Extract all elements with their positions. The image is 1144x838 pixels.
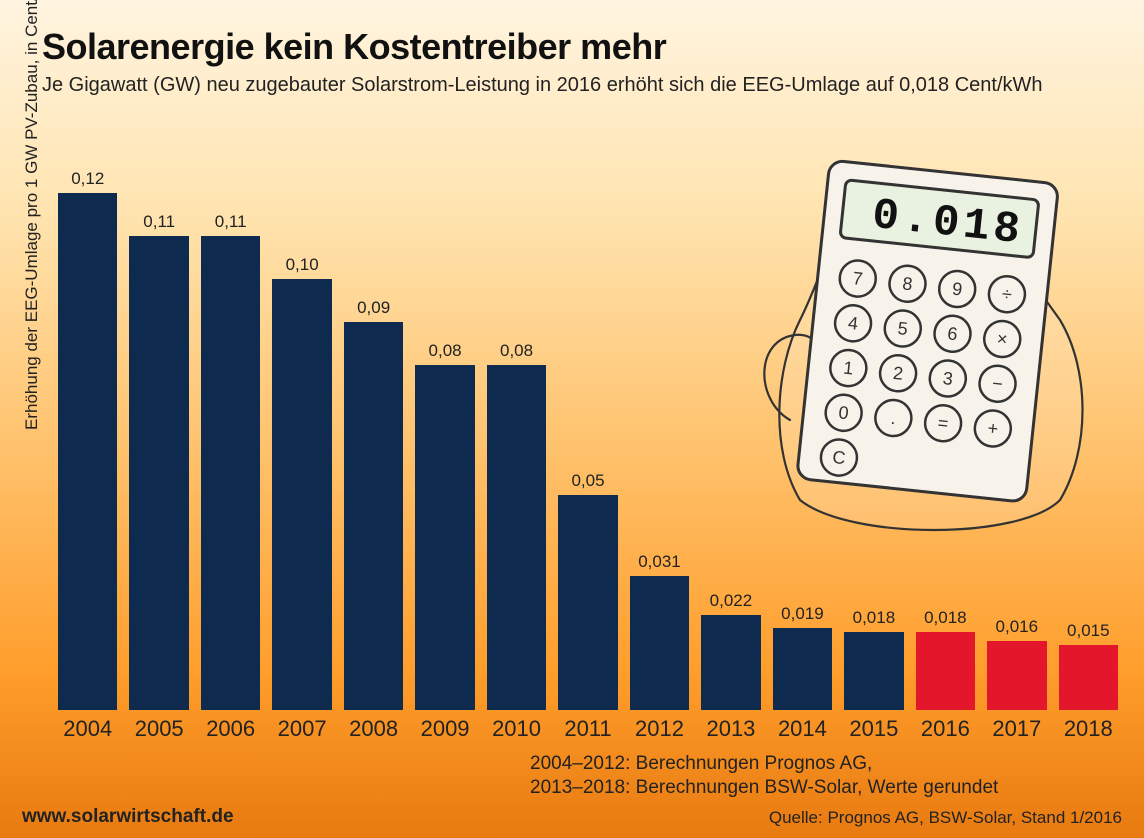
- bar-2012: 0,031: [630, 150, 689, 710]
- x-tick-label: 2004: [58, 716, 117, 742]
- infographic-canvas: Solarenergie kein Kostentreiber mehr Je …: [0, 0, 1144, 838]
- bar-rect: [487, 365, 546, 710]
- bar-chart: 0,12 0,11 0,11 0,10 0,09 0,08 0,08 0,05 0,031 0,0…: [58, 150, 1118, 710]
- bar-value-label: 0,018: [924, 608, 967, 628]
- chart-title: Solarenergie kein Kostentreiber mehr: [42, 26, 666, 68]
- bar-rect: [272, 279, 331, 710]
- bar-2005: 0,11: [129, 150, 188, 710]
- bar-value-label: 0,12: [71, 169, 104, 189]
- bar-rect: [844, 632, 903, 710]
- bar-2017: 0,016: [987, 150, 1046, 710]
- bar-2009: 0,08: [415, 150, 474, 710]
- x-tick-label: 2008: [344, 716, 403, 742]
- bar-2013: 0,022: [701, 150, 760, 710]
- bar-value-label: 0,11: [143, 212, 175, 232]
- bar-rect: [701, 615, 760, 710]
- bar-2010: 0,08: [487, 150, 546, 710]
- bar-rect: [916, 632, 975, 710]
- bar-rect: [987, 641, 1046, 710]
- bar-2018: 0,015: [1059, 150, 1118, 710]
- footnote-line-1: 2004–2012: Berechnungen Prognos AG,: [530, 753, 872, 774]
- x-tick-label: 2005: [129, 716, 188, 742]
- x-tick-label: 2016: [916, 716, 975, 742]
- bar-2008: 0,09: [344, 150, 403, 710]
- bar-value-label: 0,11: [215, 212, 247, 232]
- x-tick-label: 2006: [201, 716, 260, 742]
- website-url: www.solarwirtschaft.de: [22, 806, 234, 828]
- bar-value-label: 0,031: [638, 552, 681, 572]
- bar-2016: 0,018: [916, 150, 975, 710]
- x-tick-label: 2014: [773, 716, 832, 742]
- source-attribution: Quelle: Prognos AG, BSW-Solar, Stand 1/2…: [769, 808, 1122, 828]
- bar-value-label: 0,016: [996, 617, 1039, 637]
- bar-rect: [773, 628, 832, 710]
- bar-2014: 0,019: [773, 150, 832, 710]
- bar-value-label: 0,019: [781, 604, 824, 624]
- bar-rect: [201, 236, 260, 710]
- x-tick-label: 2012: [630, 716, 689, 742]
- bar-rect: [129, 236, 188, 710]
- x-tick-label: 2013: [701, 716, 760, 742]
- x-axis: 2004 2005 2006 2007 2008 2009 2010 2011 2012 2013…: [58, 716, 1118, 742]
- bar-value-label: 0,018: [853, 608, 896, 628]
- bar-2007: 0,10: [272, 150, 331, 710]
- bar-rect: [558, 495, 617, 710]
- x-tick-label: 2009: [415, 716, 474, 742]
- bar-rect: [1059, 645, 1118, 710]
- bar-2015: 0,018: [844, 150, 903, 710]
- bar-rect: [58, 193, 117, 710]
- bar-value-label: 0,015: [1067, 621, 1110, 641]
- bar-2004: 0,12: [58, 150, 117, 710]
- bar-rect: [344, 322, 403, 710]
- bar-2006: 0,11: [201, 150, 260, 710]
- footnote-line-2: 2013–2018: Berechnungen BSW-Solar, Werte…: [530, 777, 998, 798]
- x-tick-label: 2007: [272, 716, 331, 742]
- y-axis-label: Erhöhung der EEG-Umlage pro 1 GW PV-Zuba…: [22, 0, 42, 430]
- bar-value-label: 0,05: [571, 471, 604, 491]
- chart-subtitle: Je Gigawatt (GW) neu zugebauter Solarstr…: [42, 74, 1043, 97]
- bar-value-label: 0,09: [357, 298, 390, 318]
- bar-rect: [630, 576, 689, 710]
- bar-value-label: 0,022: [710, 591, 753, 611]
- chart-footnote: 2004–2012: Berechnungen Prognos AG, 2013…: [530, 752, 998, 800]
- x-tick-label: 2018: [1059, 716, 1118, 742]
- x-tick-label: 2015: [844, 716, 903, 742]
- bar-value-label: 0,08: [500, 341, 533, 361]
- bar-value-label: 0,10: [286, 255, 319, 275]
- x-tick-label: 2010: [487, 716, 546, 742]
- bar-rect: [415, 365, 474, 710]
- bar-2011: 0,05: [558, 150, 617, 710]
- x-tick-label: 2011: [558, 716, 617, 742]
- x-tick-label: 2017: [987, 716, 1046, 742]
- bar-value-label: 0,08: [429, 341, 462, 361]
